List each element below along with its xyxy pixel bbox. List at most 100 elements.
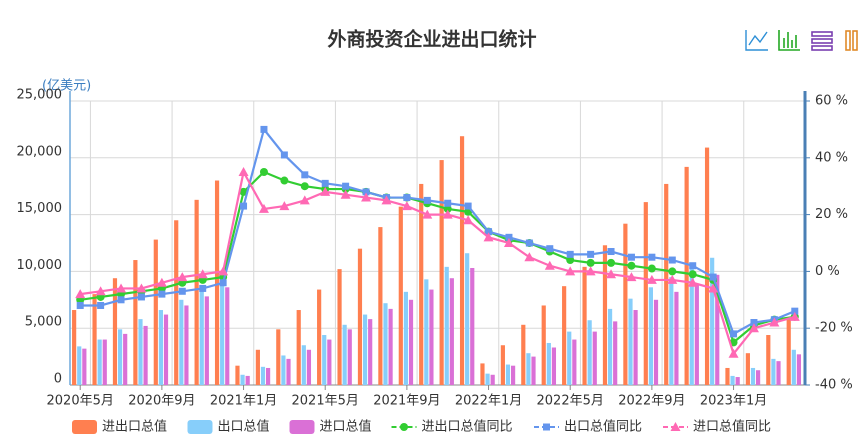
line-marker (240, 202, 248, 210)
line-marker (607, 258, 616, 267)
line-marker (116, 283, 127, 293)
tiled-tool-bar[interactable] (852, 30, 858, 51)
line-marker (239, 187, 248, 196)
line-marker (585, 266, 596, 276)
y2-tick-label: 60 % (815, 94, 848, 109)
bar (505, 364, 511, 385)
line-marker (789, 311, 800, 321)
bar (572, 339, 577, 385)
line-marker (258, 203, 269, 213)
bar-series (72, 136, 791, 385)
bar (602, 245, 608, 385)
bar (500, 345, 505, 385)
bar (357, 248, 363, 385)
bar (398, 206, 403, 385)
bar (153, 239, 158, 385)
line-marker (483, 232, 494, 242)
line-marker (401, 201, 412, 211)
bar (163, 314, 169, 385)
bar (112, 278, 118, 385)
tiled-tool-bar[interactable] (845, 30, 851, 51)
y2-tick-label: -20 % (815, 321, 853, 336)
bar (429, 289, 434, 385)
line-marker (299, 195, 310, 205)
bar (143, 325, 148, 385)
bar (541, 305, 546, 385)
line-marker (362, 188, 370, 196)
x-tick-label: 2020年5月 (47, 394, 114, 409)
bar (235, 365, 240, 385)
line-tool-axis[interactable] (745, 30, 768, 51)
line-marker (587, 250, 595, 258)
bar (613, 321, 618, 385)
line-marker (76, 301, 84, 309)
bar (643, 202, 648, 385)
line-tool[interactable] (745, 30, 768, 51)
bar (771, 358, 776, 385)
line-marker (442, 209, 453, 219)
line-marker (748, 323, 759, 333)
bar (388, 308, 393, 385)
line-marker (566, 250, 574, 258)
bar (337, 269, 342, 385)
line-marker (791, 307, 799, 315)
line-marker (300, 182, 309, 191)
stack-tool-bar[interactable] (811, 38, 833, 44)
bar (362, 314, 368, 385)
bar (725, 367, 730, 385)
line-marker (97, 301, 105, 309)
bar (102, 339, 107, 385)
bar (562, 286, 567, 385)
x-tick-label: 2020年9月 (128, 394, 195, 409)
bar (92, 294, 97, 385)
bar (266, 367, 271, 385)
legend-label: 进出口总值 (102, 419, 167, 435)
bar (592, 331, 597, 385)
line-marker (709, 273, 717, 281)
line-marker (117, 296, 125, 304)
bar (117, 329, 123, 385)
line-marker (728, 348, 739, 358)
bar (756, 370, 761, 385)
legend-label: 进口总值 (320, 419, 372, 435)
line-marker (708, 283, 719, 293)
line-marker (627, 253, 635, 261)
line-marker (769, 317, 780, 327)
bar (138, 319, 143, 385)
tiled-tool[interactable] (845, 30, 858, 51)
line-marker (646, 274, 657, 284)
bar-tool-axis[interactable] (778, 30, 800, 51)
bar (470, 267, 475, 385)
line-tool-line[interactable] (748, 31, 768, 46)
line-marker (647, 264, 656, 273)
bar (245, 375, 250, 385)
line-marker (546, 245, 554, 253)
bar (378, 227, 383, 385)
bar (633, 310, 638, 385)
line-marker (178, 287, 186, 295)
legend-swatch (187, 420, 213, 434)
bar (684, 166, 689, 385)
bar (133, 260, 138, 385)
stack-tool-bar[interactable] (811, 31, 833, 37)
line-marker (730, 330, 738, 338)
legend-label: 出口总值同比 (564, 419, 642, 435)
line-marker (156, 277, 167, 287)
line-marker (136, 283, 147, 293)
bar (296, 310, 301, 385)
stack-tool-bar[interactable] (811, 45, 833, 51)
line-marker (464, 202, 472, 210)
line-marker (137, 293, 145, 301)
bar-tool[interactable] (778, 30, 800, 51)
bar (465, 253, 470, 385)
line-marker (199, 284, 207, 292)
grid (70, 100, 805, 386)
line-marker (668, 267, 677, 276)
line-marker (280, 151, 288, 159)
bar (567, 331, 572, 385)
stack-tool[interactable] (811, 31, 833, 51)
bar (669, 277, 674, 385)
line-marker (627, 261, 636, 270)
line-marker (505, 233, 513, 241)
line-series (75, 167, 800, 358)
